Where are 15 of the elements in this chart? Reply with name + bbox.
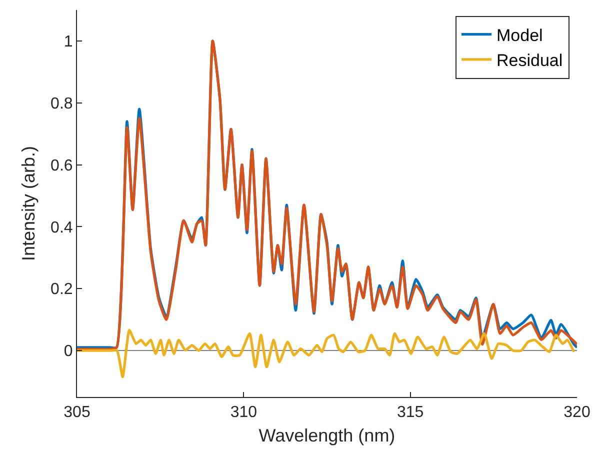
y-tick-label: 1	[64, 34, 73, 51]
x-tick-label: 320	[564, 404, 590, 422]
x-tick-label: 315	[396, 404, 424, 422]
x-tick-label: 310	[230, 404, 258, 422]
y-axis-title: Intensity (arb.)	[18, 146, 39, 262]
y-tick-label: 0.8	[50, 95, 73, 112]
line-series	[77, 328, 576, 378]
y-tick-label: 0.4	[50, 219, 73, 236]
x-axis-title: Wavelength (nm)	[258, 425, 396, 446]
legend-label: Model	[496, 26, 543, 45]
x-tick-label: 305	[64, 404, 90, 422]
y-tick-label: 0	[64, 343, 73, 360]
legend-label: Residual	[496, 51, 563, 70]
y-tick-label: 0.2	[50, 281, 73, 298]
y-tick-label: 0.6	[50, 157, 73, 174]
